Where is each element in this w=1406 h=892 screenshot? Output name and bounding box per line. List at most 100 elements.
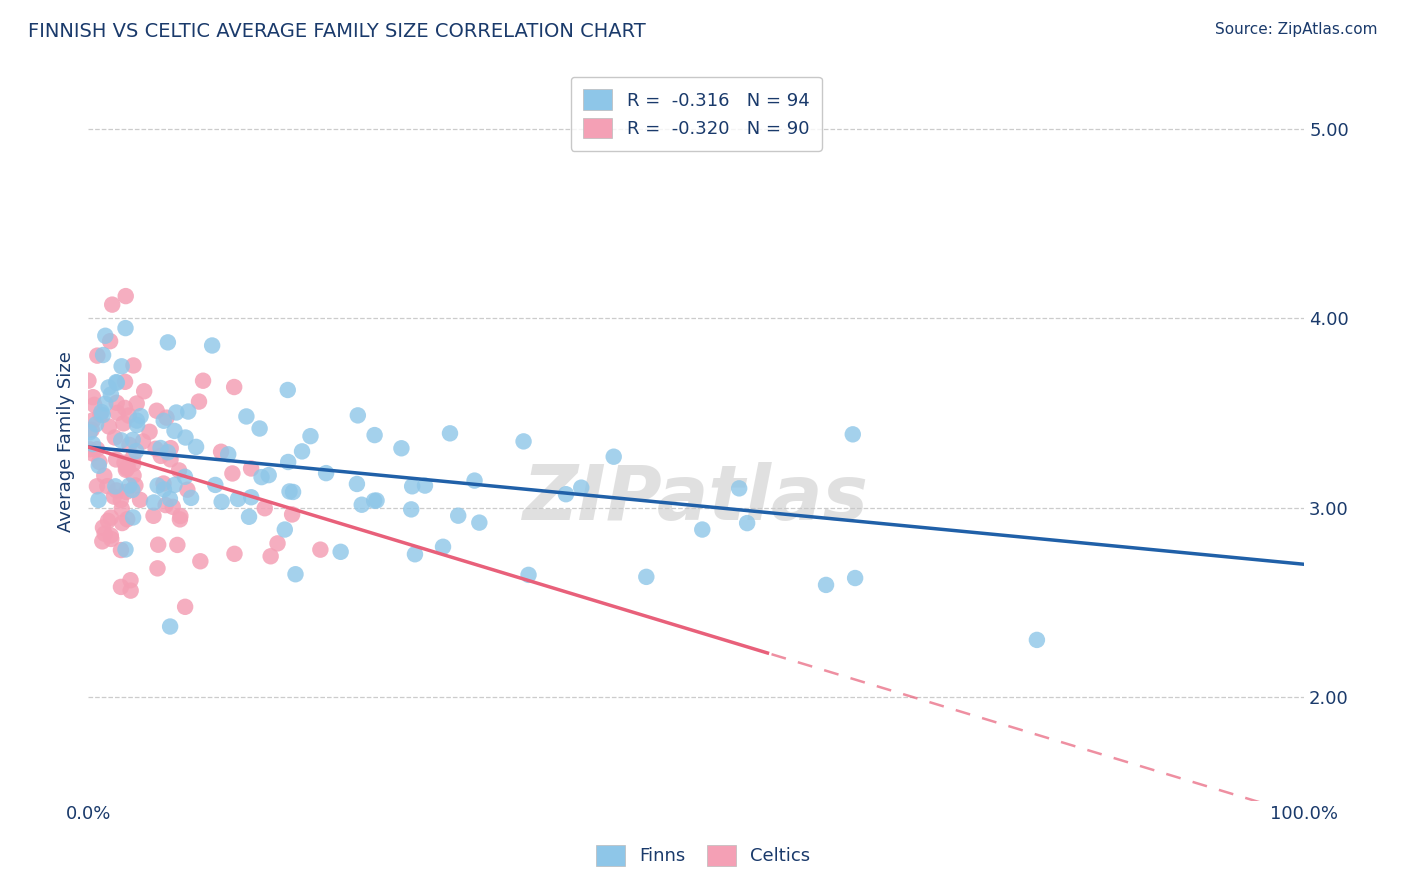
Point (413, 478, 436, 492)
Point (249, 421, 271, 435)
Point (105, 395, 128, 409)
Point (149, 441, 172, 455)
Point (111, 516, 134, 530)
Point (155, 498, 177, 512)
Point (226, 491, 249, 506)
Point (224, 380, 246, 394)
Point (159, 619, 181, 633)
Point (114, 321, 136, 335)
Point (115, 512, 138, 526)
Point (274, 523, 297, 537)
Point (132, 434, 155, 449)
Point (240, 461, 263, 475)
Point (602, 450, 624, 464)
Point (169, 512, 191, 526)
Point (91, 348, 114, 362)
Point (125, 396, 148, 410)
Point (152, 476, 174, 491)
Point (112, 417, 135, 431)
Point (277, 455, 299, 469)
Point (100, 510, 122, 524)
Point (82, 446, 104, 460)
Point (138, 425, 160, 439)
Point (277, 383, 299, 397)
Point (1025, 632, 1047, 647)
Point (155, 410, 177, 425)
Point (127, 417, 149, 432)
Point (690, 523, 713, 537)
Point (100, 528, 122, 542)
Point (211, 495, 233, 509)
Point (104, 430, 127, 444)
Point (468, 516, 491, 530)
Point (122, 510, 145, 524)
Point (201, 338, 224, 352)
Point (115, 463, 138, 477)
Point (278, 484, 301, 499)
Point (159, 452, 181, 467)
Point (101, 298, 124, 312)
Point (97, 514, 120, 528)
Point (432, 540, 454, 554)
Y-axis label: Average Family Size: Average Family Size (58, 351, 75, 532)
Point (281, 508, 304, 522)
Point (86, 349, 108, 363)
Point (91, 408, 114, 422)
Point (250, 470, 273, 484)
Point (636, 570, 658, 584)
Point (240, 490, 263, 504)
Point (142, 495, 165, 509)
Point (188, 554, 211, 568)
Point (91, 520, 114, 534)
Point (176, 483, 198, 497)
Point (569, 481, 592, 495)
Point (114, 375, 136, 389)
Point (122, 457, 145, 471)
Point (114, 289, 136, 303)
Point (114, 542, 136, 557)
Point (120, 583, 142, 598)
Point (517, 567, 540, 582)
Point (180, 491, 202, 505)
Point (121, 483, 143, 497)
Point (163, 424, 186, 438)
Point (110, 359, 132, 374)
Point (86, 442, 108, 457)
Text: Source: ZipAtlas.com: Source: ZipAtlas.com (1215, 22, 1378, 37)
Point (110, 493, 132, 508)
Point (129, 409, 152, 423)
Point (464, 474, 486, 488)
Point (156, 445, 179, 459)
Point (152, 414, 174, 428)
Point (253, 501, 276, 516)
Point (842, 427, 865, 442)
Point (735, 516, 758, 530)
Point (159, 491, 181, 506)
Point (120, 573, 142, 587)
Point (124, 478, 146, 492)
Point (110, 580, 132, 594)
Point (299, 429, 322, 443)
Point (79, 442, 101, 457)
Point (315, 466, 337, 480)
Point (117, 460, 139, 475)
Point (105, 452, 128, 467)
Point (107, 406, 129, 420)
Point (90, 405, 112, 419)
Point (84, 417, 107, 432)
Point (145, 403, 167, 417)
Text: FINNISH VS CELTIC AVERAGE FAMILY SIZE CORRELATION CHART: FINNISH VS CELTIC AVERAGE FAMILY SIZE CO… (28, 22, 645, 41)
Point (162, 500, 184, 514)
Point (156, 335, 179, 350)
Point (346, 477, 368, 491)
Point (105, 375, 128, 389)
Point (145, 442, 167, 456)
Point (238, 509, 260, 524)
Point (105, 376, 128, 390)
Point (149, 449, 172, 463)
Point (329, 545, 352, 559)
Point (224, 547, 246, 561)
Point (82, 390, 104, 404)
Point (555, 487, 578, 501)
Point (97, 380, 120, 394)
